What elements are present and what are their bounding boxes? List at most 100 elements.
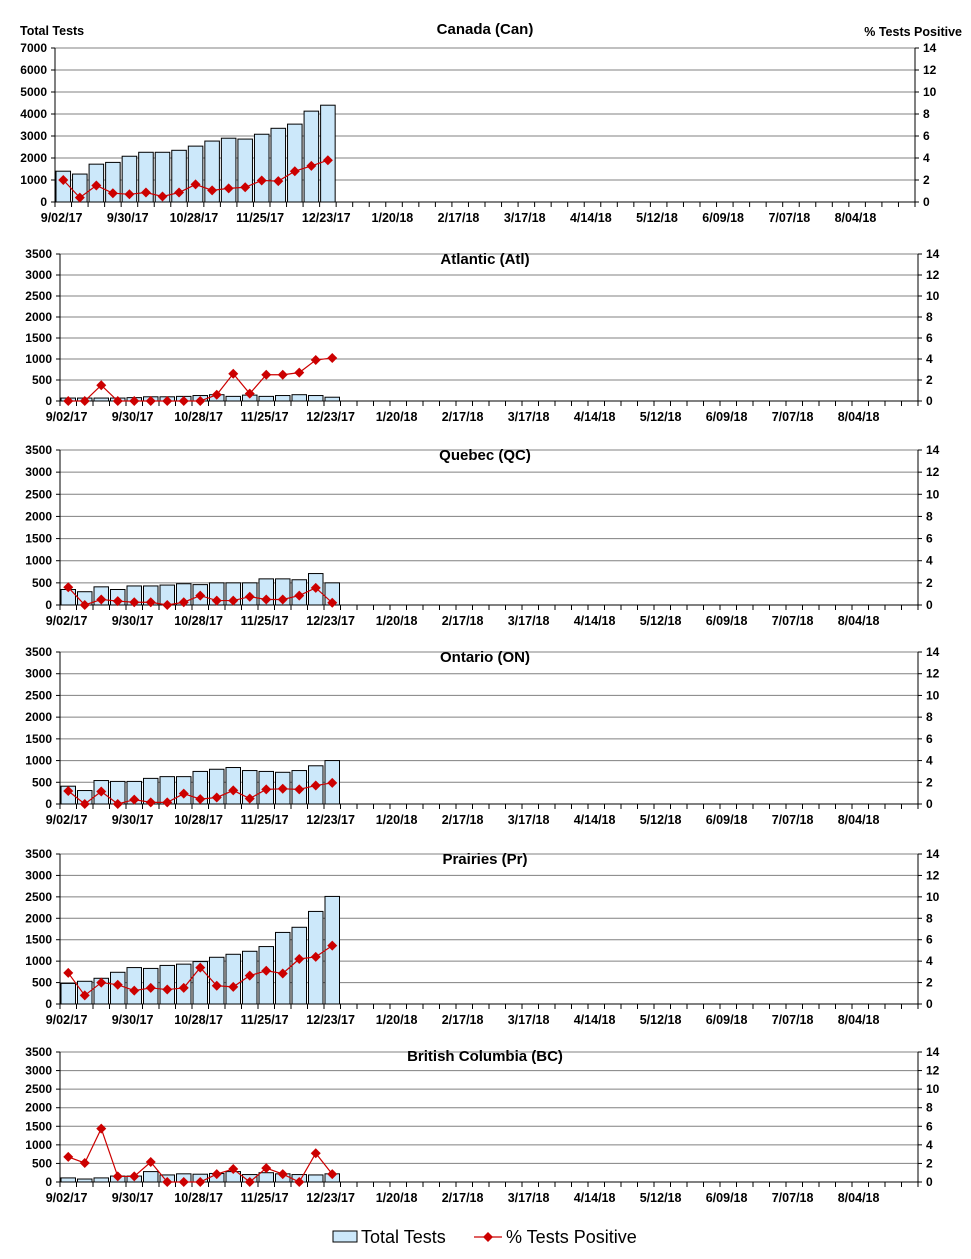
y-tick-label: 3500 — [25, 443, 52, 457]
panel-0: 0 0 1000 2 2000 4 3000 6 4000 8 5000 10 6000 12 7000 14… — [20, 21, 962, 225]
chart-title: Quebec (QC) — [439, 447, 531, 464]
y-tick-label: 0 — [45, 1175, 52, 1189]
pct-positive-marker — [129, 597, 140, 608]
y-tick-label: 0 — [45, 797, 52, 811]
pct-positive-marker — [228, 1164, 239, 1174]
x-tick-label: 9/02/17 — [46, 813, 88, 827]
bar — [77, 1178, 93, 1183]
pct-positive-marker — [96, 1123, 107, 1134]
x-tick-label: 2/17/18 — [442, 1191, 484, 1205]
x-tick-label: 9/02/17 — [46, 1191, 88, 1205]
chart-title: British Columbia (BC) — [407, 1048, 563, 1065]
y-tick-label: 2000 — [25, 1101, 52, 1115]
pct-positive-marker — [195, 1177, 206, 1187]
x-tick-label: 11/25/17 — [241, 410, 289, 424]
y-tick-label: 2500 — [25, 487, 52, 501]
pct-positive-marker — [228, 981, 239, 992]
bar — [143, 1171, 159, 1183]
panel-3: 0 0 500 2 1000 4 1500 6 2000 8 2500 10 3000 12 3500 14 9… — [25, 645, 939, 827]
x-tick-label: 12/23/17 — [302, 211, 351, 225]
x-tick-label: 8/04/18 — [838, 410, 880, 424]
pct-positive-marker — [58, 175, 69, 185]
pct-positive-marker — [310, 355, 321, 366]
pct-positive-marker — [157, 191, 168, 202]
pct-positive-marker — [277, 369, 288, 380]
pct-positive-marker — [244, 1177, 255, 1187]
pct-positive-marker — [96, 380, 107, 391]
legend-bars-label: Total Tests — [361, 1227, 446, 1247]
y-tick-label: 7000 — [20, 41, 47, 55]
y-axis-title: Total Tests — [20, 24, 84, 38]
x-tick-label: 3/17/18 — [504, 211, 546, 225]
y2-tick-label: 10 — [926, 688, 940, 702]
y2-tick-label: 8 — [923, 107, 930, 121]
pct-positive-marker — [195, 396, 206, 406]
pct-positive-marker — [261, 965, 272, 976]
pct-positive-marker — [327, 940, 338, 951]
y-tick-label: 0 — [45, 394, 52, 408]
bar — [303, 110, 320, 203]
pct-positive-marker — [96, 977, 107, 988]
y2-tick-label: 6 — [926, 331, 933, 345]
legend: Total Tests % Tests Positive — [332, 1227, 637, 1247]
y-tick-label: 1000 — [25, 1138, 52, 1152]
x-tick-label: 1/20/18 — [376, 813, 418, 827]
pct-positive-marker — [277, 968, 288, 979]
panel-4: 0 0 500 2 1000 4 1500 6 2000 8 2500 10 3000 12 3500 14 9… — [25, 847, 939, 1027]
pct-positive-marker — [322, 155, 333, 166]
x-tick-label: 9/30/17 — [112, 614, 154, 628]
x-tick-label: 7/07/18 — [772, 813, 814, 827]
pct-positive-marker — [261, 369, 272, 380]
x-tick-label: 6/09/18 — [702, 211, 744, 225]
bar — [187, 145, 204, 203]
pct-positive-marker — [294, 367, 305, 378]
pct-positive-marker — [207, 185, 218, 196]
y-tick-label: 2000 — [25, 710, 52, 724]
y2-tick-label: 4 — [923, 151, 930, 165]
bar — [225, 953, 241, 1005]
y-tick-label: 3500 — [25, 247, 52, 261]
y-tick-label: 3000 — [25, 868, 52, 882]
bar — [225, 395, 241, 402]
pct-positive-marker — [195, 794, 206, 805]
bar — [93, 397, 109, 402]
y2-tick-label: 14 — [926, 645, 940, 659]
pct-positive-marker — [162, 600, 173, 610]
pct-positive-marker — [289, 166, 300, 177]
y2-tick-label: 0 — [926, 797, 933, 811]
y-tick-label: 1000 — [25, 954, 52, 968]
pct-positive-marker — [96, 786, 107, 797]
y-tick-label: 2000 — [25, 509, 52, 523]
pct-positive-marker — [294, 784, 305, 795]
pct-positive-marker — [294, 590, 305, 601]
x-tick-label: 2/17/18 — [442, 410, 484, 424]
y-tick-label: 2000 — [25, 310, 52, 324]
bar — [275, 931, 291, 1005]
pct-positive-marker — [63, 582, 74, 593]
y-tick-label: 1000 — [20, 173, 47, 187]
pct-positive-marker — [178, 1177, 189, 1187]
x-tick-label: 12/23/17 — [306, 1013, 355, 1027]
y-tick-label: 3000 — [20, 129, 47, 143]
x-tick-label: 12/23/17 — [306, 1191, 355, 1205]
chart-title: Prairies (Pr) — [442, 851, 527, 868]
y2-tick-label: 0 — [926, 394, 933, 408]
pct-positive-marker — [195, 590, 206, 601]
pct-positive-marker — [124, 189, 135, 200]
y2-tick-label: 0 — [926, 997, 933, 1011]
y-tick-label: 1500 — [25, 732, 52, 746]
y2-tick-label: 2 — [926, 576, 933, 590]
x-tick-label: 3/17/18 — [508, 813, 550, 827]
pct-positive-marker — [261, 594, 272, 605]
x-tick-label: 11/25/17 — [236, 211, 284, 225]
pct-positive-marker — [74, 192, 85, 203]
y-tick-label: 1000 — [25, 352, 52, 366]
x-tick-label: 3/17/18 — [508, 614, 550, 628]
x-tick-label: 7/07/18 — [768, 211, 810, 225]
y2-tick-label: 14 — [926, 847, 940, 861]
pct-positive-marker — [129, 985, 140, 996]
bar — [204, 140, 220, 203]
x-tick-label: 10/28/17 — [174, 813, 223, 827]
x-tick-label: 1/20/18 — [372, 211, 414, 225]
x-tick-label: 9/30/17 — [112, 1191, 154, 1205]
